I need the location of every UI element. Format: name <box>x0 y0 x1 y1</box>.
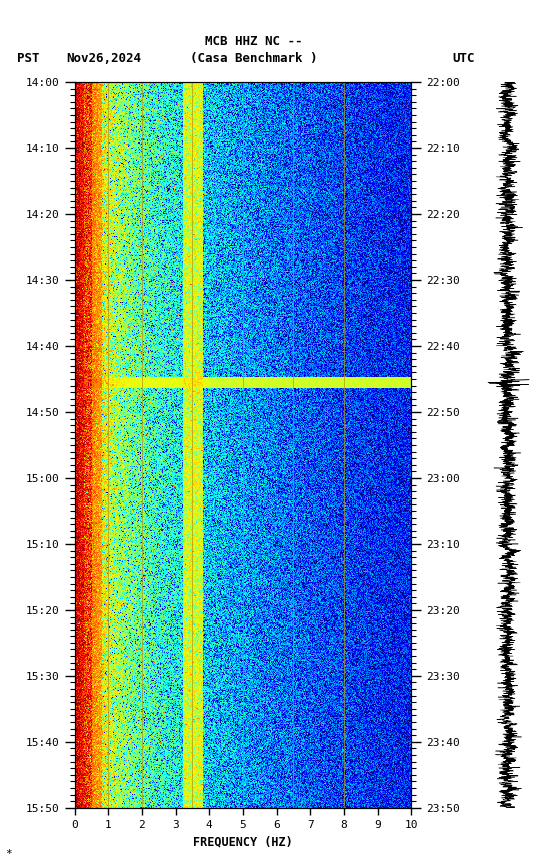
Text: *: * <box>6 849 12 859</box>
Text: Nov26,2024: Nov26,2024 <box>66 52 141 66</box>
Text: PST: PST <box>17 52 39 66</box>
X-axis label: FREQUENCY (HZ): FREQUENCY (HZ) <box>193 835 293 848</box>
Text: MCB HHZ NC --: MCB HHZ NC -- <box>205 35 302 48</box>
Text: (Casa Benchmark ): (Casa Benchmark ) <box>190 52 317 66</box>
Text: UTC: UTC <box>453 52 475 66</box>
